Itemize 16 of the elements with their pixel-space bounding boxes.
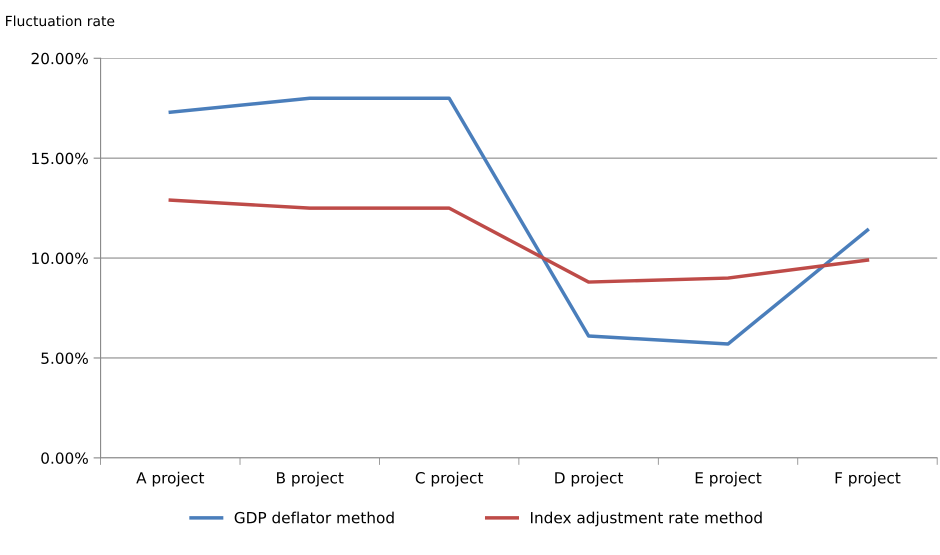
line-series (168, 96, 870, 346)
x-tick-label: E project (696, 472, 762, 487)
y-axis-title: Fluctuation rate (6, 15, 114, 26)
y-tick-label: 20.00% (32, 52, 88, 64)
x-tick-label: B project (277, 472, 344, 487)
y-tick-label: 10.00% (32, 252, 88, 264)
legend-label: Index adjustment rate method (530, 512, 762, 526)
x-tick-label: A project (136, 472, 204, 487)
y-tick-label: 5.00% (41, 352, 88, 364)
x-tick-label: C project (416, 472, 484, 487)
x-tick-label: D project (555, 472, 624, 487)
y-tick-label: 15.00% (32, 152, 88, 164)
line-series (168, 198, 870, 284)
y-tick-label: 0.00% (41, 452, 88, 464)
legend-label: GDP deflator method (234, 512, 394, 524)
x-tick-label: F project (836, 472, 900, 487)
